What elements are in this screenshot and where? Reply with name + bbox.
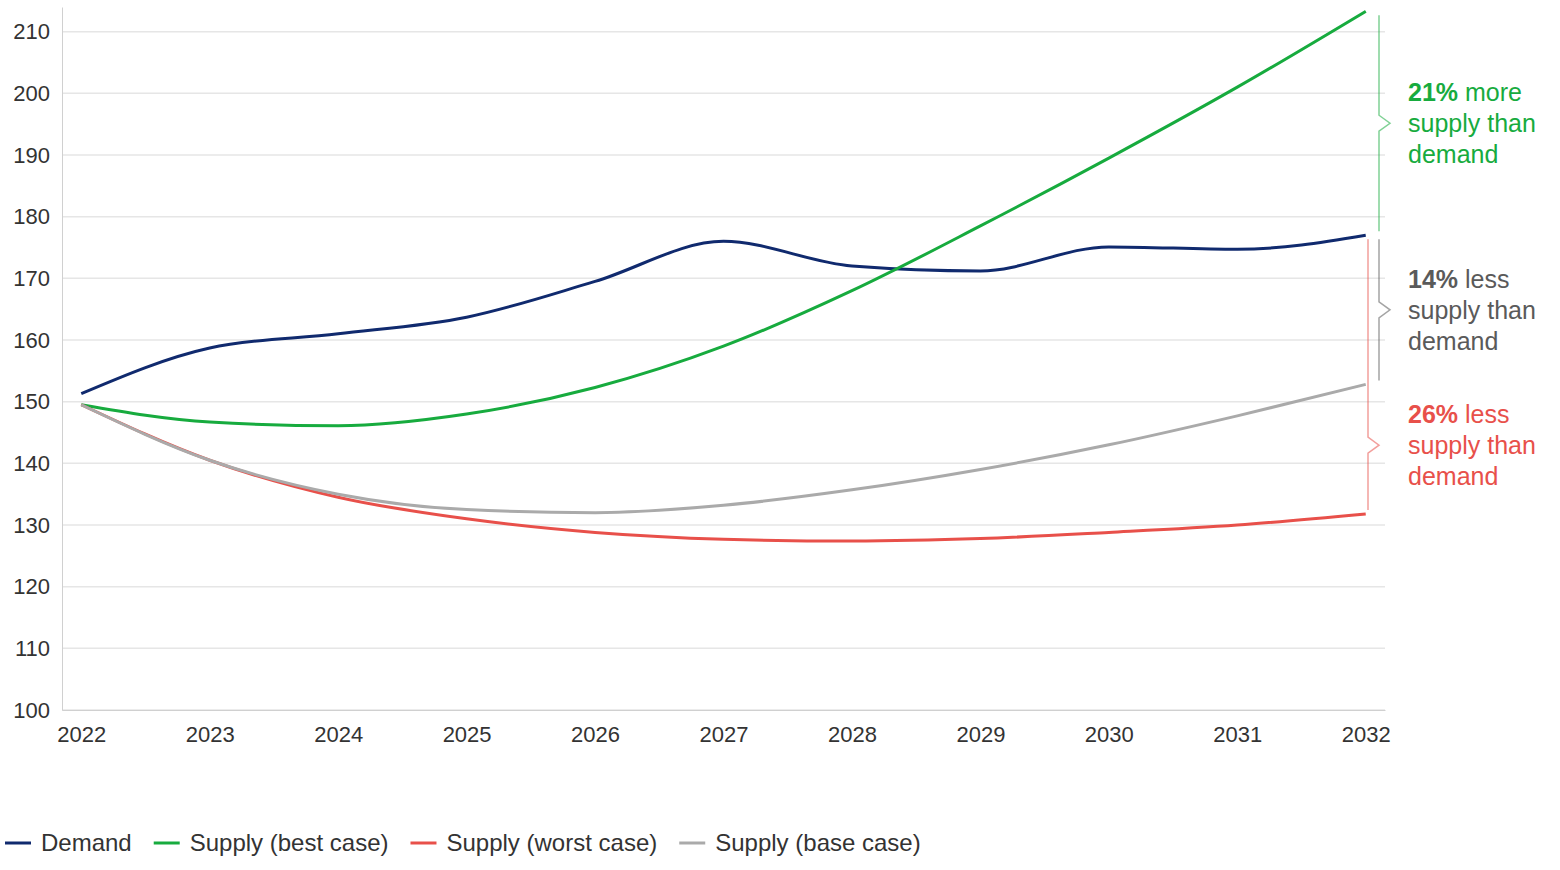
x-tick: 2023 [186,710,235,747]
y-tick: 180 [13,204,62,229]
legend-swatch [5,842,31,845]
y-tick-label: 140 [13,451,50,476]
x-tick-label: 2029 [956,722,1005,747]
legend-swatch [410,842,436,845]
annotations: 21% more supply than demand 14% less supply … [1368,15,1536,510]
grid-line [62,709,1385,711]
annotation-line: less [1458,265,1509,293]
annotation-line: supply than [1408,109,1536,137]
y-tick: 130 [13,513,62,538]
grid-line [62,278,1385,280]
annotation-value: 14% [1408,265,1458,293]
x-axis-line [63,710,1386,711]
series-line [81,235,1365,393]
annotation-bracket [1379,15,1390,231]
y-tick-label: 120 [13,574,50,599]
plot-area [81,11,1365,541]
x-tick: 2026 [571,710,620,747]
x-tick-label: 2027 [700,722,749,747]
y-tick-label: 160 [13,328,50,353]
annotation-line: demand [1408,327,1498,355]
legend: Demand Supply (best case) Supply (worst ca… [5,829,921,856]
annotation-value: 21% [1408,78,1458,106]
x-tick: 2032 [1342,710,1391,747]
grid-line [62,648,1385,650]
annotation-line: demand [1408,140,1498,168]
y-tick: 200 [13,81,62,106]
series-line [81,384,1365,512]
y-tick-label: 210 [13,19,50,44]
x-tick-label: 2030 [1085,722,1134,747]
y-axis-line [62,8,63,711]
x-tick-label: 2023 [186,722,235,747]
legend-label: Supply (best case) [190,829,389,856]
annotation-bracket [1368,239,1379,510]
y-tick-label: 110 [15,636,50,661]
x-tick: 2028 [828,710,877,747]
grid [62,32,1385,710]
y-tick: 160 [13,328,62,353]
annotation-value: 26% [1408,400,1458,428]
x-tick-label: 2025 [443,722,492,747]
x-tick: 2029 [956,710,1005,747]
grid-line [62,93,1385,95]
grid-line [62,31,1385,33]
x-tick-label: 2032 [1342,722,1391,747]
y-tick-label: 150 [13,389,50,414]
y-tick: 150 [13,389,62,414]
x-tick: 2025 [443,710,492,747]
annotation-line: more [1458,78,1522,106]
x-tick-label: 2022 [57,722,106,747]
annotation-bracket [1379,239,1390,380]
y-axis: 100 110 120 130 140 150 160 170 180 190 200 210 [13,8,62,723]
y-tick-label: 130 [13,513,50,538]
grid-line [62,463,1385,465]
x-tick-label: 2028 [828,722,877,747]
grid-line [62,154,1385,156]
y-tick: 190 [13,143,62,168]
legend-swatch [154,842,180,845]
legend-label: Supply (worst case) [446,829,657,856]
annotation-line: supply than [1408,431,1536,459]
y-tick-label: 180 [13,204,50,229]
annotation-text: 26% less supply than demand [1408,400,1536,490]
legend-label: Supply (base case) [715,829,920,856]
x-tick: 2024 [314,710,363,747]
annotation-line: less [1458,400,1509,428]
x-tick-label: 2031 [1213,722,1262,747]
x-tick-label: 2026 [571,722,620,747]
y-tick: 120 [13,574,62,599]
series-line [81,405,1365,541]
x-tick: 2022 [57,710,106,747]
y-tick: 110 [15,636,62,661]
series-line [81,11,1365,425]
y-tick: 170 [13,266,62,291]
grid-line [62,586,1385,588]
y-tick-label: 170 [13,266,50,291]
y-tick-label: 190 [13,143,50,168]
annotation-text: 14% less supply than demand [1408,265,1536,355]
y-tick: 100 [13,698,62,723]
x-tick: 2030 [1085,710,1134,747]
legend-label: Demand [41,829,132,856]
x-axis: 2022 2023 2024 2025 2026 2027 2028 2029 2030 2031… [57,710,1390,747]
chart: 100 110 120 130 140 150 160 170 180 190 200 210 2022… [0,0,1560,870]
y-tick: 210 [13,19,62,44]
legend-swatch [679,842,705,845]
x-tick: 2031 [1213,710,1262,747]
x-tick-label: 2024 [314,722,363,747]
y-tick-label: 200 [13,81,50,106]
annotation-line: demand [1408,462,1498,490]
x-tick: 2027 [700,710,749,747]
annotation-text: 21% more supply than demand [1408,78,1536,168]
y-tick: 140 [13,451,62,476]
annotation-line: supply than [1408,296,1536,324]
y-tick-label: 100 [13,698,50,723]
grid-line [62,524,1385,526]
grid-line [62,216,1385,218]
grid-line [62,401,1385,403]
